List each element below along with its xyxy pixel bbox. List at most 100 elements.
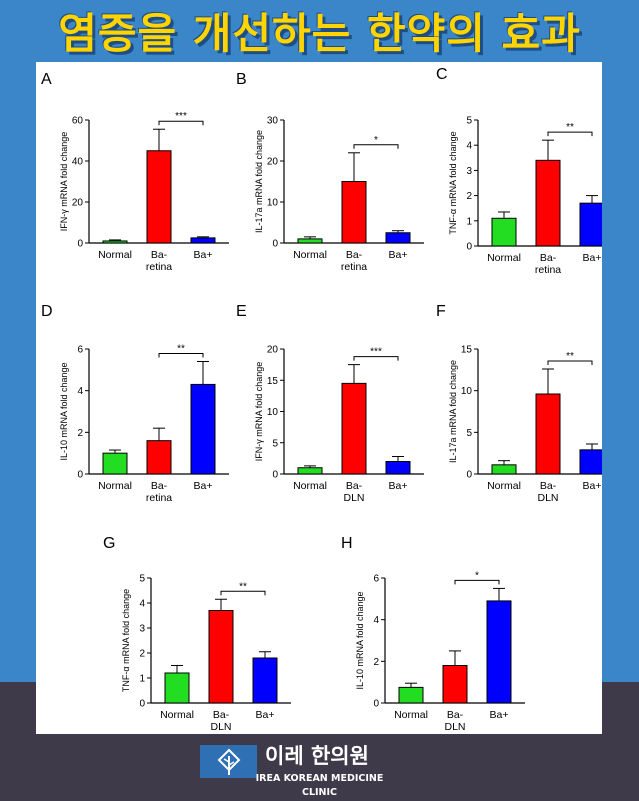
y-tick-label: 5 — [139, 574, 145, 585]
y-tick-label: 1 — [466, 216, 472, 227]
bar — [102, 240, 128, 244]
y-tick-label: 0 — [272, 470, 278, 481]
bar — [579, 449, 602, 475]
bar — [146, 150, 172, 244]
category-label: Normal — [487, 252, 521, 264]
category-label: Ba- — [346, 249, 363, 261]
y-tick-label: 2 — [139, 649, 145, 660]
y-tick-label: 3 — [466, 166, 472, 177]
bar — [341, 382, 367, 475]
panel-label: B — [236, 71, 247, 88]
y-tick-label: 0 — [272, 239, 278, 250]
category-label: retina — [146, 492, 172, 504]
figure-panel: A 0 20 40 60 IFN-γ mRNA fold change Normal Ba-r… — [36, 62, 602, 734]
category-label: retina — [146, 261, 172, 273]
significance-label: *** — [370, 347, 382, 358]
y-tick-label: 4 — [466, 141, 472, 152]
y-tick-label: 0 — [139, 699, 145, 710]
bar — [491, 464, 517, 475]
y-tick-label: 4 — [139, 599, 145, 610]
bar — [535, 159, 561, 247]
category-label: Ba+ — [389, 249, 408, 261]
significance-bracket — [547, 360, 593, 365]
category-label: Ba- — [346, 480, 363, 492]
significance-label: * — [475, 570, 479, 581]
category-label: Ba+ — [256, 709, 275, 721]
bar — [486, 600, 512, 704]
y-tick-label: 40 — [72, 157, 84, 168]
y-tick-label: 3 — [139, 624, 145, 635]
y-tick-label: 15 — [267, 376, 279, 387]
significance-label: ** — [177, 344, 185, 355]
bar — [164, 672, 190, 704]
y-tick-label: 0 — [466, 242, 472, 253]
bar — [341, 181, 367, 244]
bar — [102, 452, 128, 475]
bar — [385, 461, 411, 475]
y-tick-label: 6 — [373, 574, 379, 585]
y-axis-label: IL-10 mRNA fold change — [355, 591, 365, 689]
bar — [190, 383, 216, 475]
y-tick-label: 2 — [373, 657, 379, 668]
bar — [491, 217, 517, 247]
clinic-name-english-line1: IREA KOREAN MEDICINE — [255, 773, 384, 784]
panel-label: C — [436, 66, 448, 83]
y-tick-label: 4 — [373, 615, 379, 626]
category-label: DLN — [343, 492, 364, 504]
category-label: Ba- — [151, 480, 168, 492]
y-tick-label: 0 — [466, 470, 472, 481]
significance-bracket — [220, 590, 266, 596]
y-tick-label: 4 — [77, 386, 83, 397]
category-label: Normal — [487, 480, 521, 492]
y-tick-label: 5 — [466, 428, 472, 439]
significance-bracket — [353, 356, 399, 361]
y-tick-label: 5 — [272, 438, 278, 449]
leaf-icon — [217, 748, 240, 775]
y-axis-label: TNF-α mRNA fold change — [448, 131, 458, 234]
bar — [146, 440, 172, 475]
panel-label: E — [236, 303, 247, 320]
clinic-name-english-line2: CLINIC — [301, 787, 338, 798]
category-label: retina — [535, 264, 561, 276]
y-tick-label: 60 — [72, 116, 84, 127]
category-label: Ba+ — [583, 480, 602, 492]
category-label: Ba+ — [389, 480, 408, 492]
category-label: Normal — [394, 709, 428, 721]
y-tick-label: 20 — [267, 345, 279, 356]
page-title: 염증을 개선하는 한약의 효과 — [58, 9, 581, 58]
y-axis-label: IL-17a mRNA fold change — [448, 360, 458, 463]
category-label: DLN — [537, 492, 558, 504]
category-label: Ba+ — [194, 480, 213, 492]
category-label: DLN — [444, 721, 465, 733]
y-tick-label: 2 — [77, 428, 83, 439]
bar — [385, 232, 411, 244]
significance-bracket — [547, 131, 593, 137]
category-label: Ba+ — [194, 249, 213, 261]
category-label: Normal — [98, 249, 132, 261]
y-tick-label: 10 — [267, 407, 279, 418]
clinic-name: 이레 한의원 — [265, 744, 369, 768]
y-axis-label: IL-10 mRNA fold change — [59, 362, 69, 460]
panel-label: F — [436, 303, 446, 320]
y-tick-label: 20 — [267, 157, 279, 168]
panel-label: H — [341, 535, 353, 552]
bar — [297, 238, 323, 244]
clinic-name-english: IREA KOREAN MEDICINE CLINIC — [0, 772, 639, 800]
significance-label: * — [374, 135, 378, 146]
significance-bracket — [158, 120, 204, 126]
y-axis-label: IFN-γ mRNA fold change — [254, 362, 264, 462]
category-label: Ba+ — [583, 252, 602, 264]
category-label: Ba- — [151, 249, 168, 261]
y-tick-label: 0 — [77, 239, 83, 250]
category-label: Ba- — [213, 709, 230, 721]
clinic-logo — [200, 745, 257, 778]
y-axis-label: IL-17a mRNA fold change — [254, 130, 264, 233]
category-label: Ba- — [447, 709, 464, 721]
category-label: Normal — [160, 709, 194, 721]
category-label: Normal — [98, 480, 132, 492]
bar — [442, 665, 468, 704]
y-tick-label: 0 — [77, 470, 83, 481]
category-label: DLN — [210, 721, 231, 733]
y-tick-label: 5 — [466, 116, 472, 127]
